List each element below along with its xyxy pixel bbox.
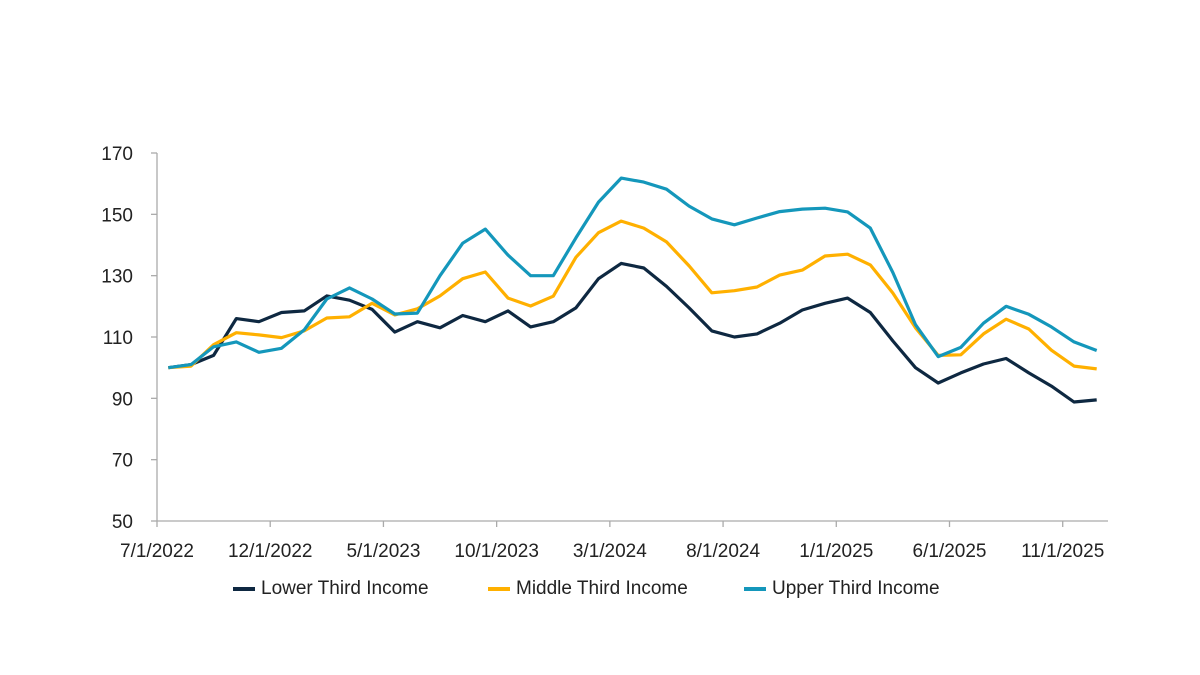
series-line-middle [168, 219, 1097, 371]
series-line-lower [168, 261, 1097, 404]
legend-label-upper: Upper Third Income [772, 578, 940, 599]
series-lines [168, 176, 1098, 404]
series-line-upper [168, 176, 1098, 370]
x-tick-label: 6/1/2025 [913, 541, 987, 562]
legend-item-middle: Middle Third Income [488, 578, 688, 600]
legend-swatch-upper [744, 587, 766, 591]
legend-label-middle: Middle Third Income [516, 578, 688, 599]
legend-swatch-middle [488, 587, 510, 591]
y-tick-label: 130 [101, 267, 133, 288]
x-tick-label: 5/1/2023 [346, 541, 420, 562]
x-tick-label: 10/1/2023 [454, 541, 539, 562]
x-tick-label: 12/1/2022 [228, 541, 313, 562]
y-tick-label: 170 [101, 144, 133, 165]
x-tick-label: 1/1/2025 [799, 541, 873, 562]
legend-label-lower: Lower Third Income [261, 578, 429, 599]
y-tick-label: 90 [112, 389, 133, 410]
x-axis: 7/1/2022 12/1/2022 5/1/2023 10/1/2023 3/1/20… [120, 520, 1108, 562]
legend-item-upper: Upper Third Income [744, 578, 940, 600]
y-tick-label: 70 [112, 451, 133, 472]
x-tick-label: 11/1/2025 [1021, 541, 1104, 562]
y-axis: 50 70 90 110 130 150 170 [101, 144, 158, 533]
legend: Lower Third Income Middle Third Income U… [0, 578, 1200, 604]
y-tick-label: 150 [101, 205, 133, 226]
y-tick-label: 50 [112, 512, 133, 533]
legend-item-lower: Lower Third Income [233, 578, 429, 600]
x-tick-label: 3/1/2024 [573, 541, 647, 562]
x-tick-label: 8/1/2024 [686, 541, 760, 562]
x-tick-label: 7/1/2022 [120, 541, 194, 562]
legend-swatch-lower [233, 587, 255, 591]
y-tick-label: 110 [103, 328, 133, 349]
